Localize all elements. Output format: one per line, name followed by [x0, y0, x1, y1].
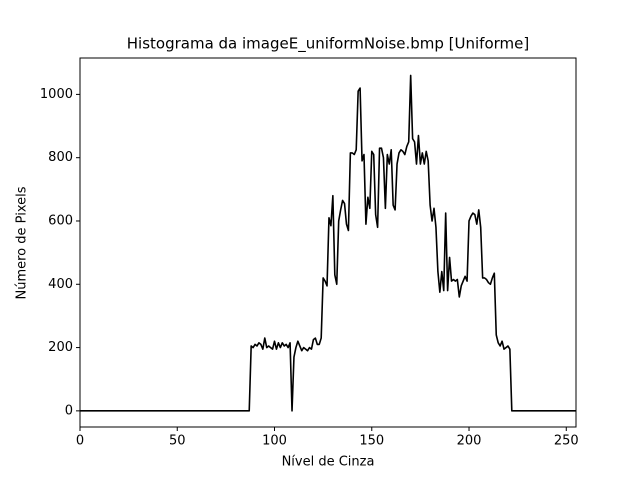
plot-frame: [79, 57, 577, 428]
y-tick-label: 0: [65, 403, 73, 418]
y-tick-label: 800: [48, 150, 73, 165]
x-tick-label: 100: [262, 434, 287, 449]
y-tick-label: 1000: [40, 87, 73, 102]
x-tick-label: 0: [76, 434, 84, 449]
x-tick-label: 250: [554, 434, 579, 449]
y-tick-label: 200: [48, 340, 73, 355]
x-tick-label: 200: [457, 434, 482, 449]
x-axis-label: Nível de Cinza: [282, 455, 375, 470]
x-tick-label: 50: [169, 434, 186, 449]
x-tick-label: 150: [359, 434, 384, 449]
y-tick-label: 600: [48, 213, 73, 228]
data-line: [80, 74, 576, 412]
y-axis-label: Número de Pixels: [15, 186, 30, 299]
y-tick-label: 400: [48, 277, 73, 292]
chart-title: Histograma da imageE_uniformNoise.bmp [U…: [127, 35, 529, 54]
